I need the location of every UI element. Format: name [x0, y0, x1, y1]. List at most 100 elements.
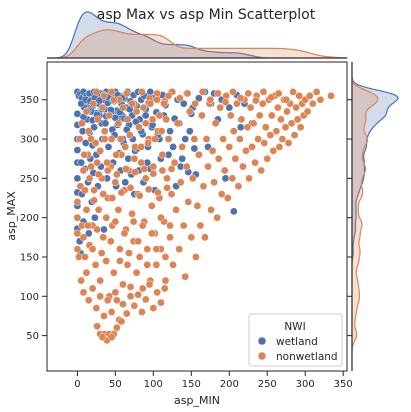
- right-kde-nonwetland: [351, 62, 379, 371]
- point-nonwetland-63: [164, 135, 173, 143]
- point-nonwetland-66: [169, 261, 177, 269]
- point-nonwetland-127: [261, 123, 270, 132]
- point-nonwetland-68: [172, 205, 180, 214]
- point-nonwetland-269: [120, 229, 129, 238]
- point-wetland-98: [81, 139, 90, 147]
- point-nonwetland-194: [103, 296, 112, 305]
- point-nonwetland-273: [138, 221, 147, 230]
- point-nonwetland-259: [164, 91, 173, 100]
- point-nonwetland-179: [236, 94, 245, 102]
- point-nonwetland-161: [100, 91, 108, 100]
- point-nonwetland-296: [154, 188, 162, 197]
- point-nonwetland-137: [277, 115, 285, 124]
- point-nonwetland-200: [126, 283, 135, 291]
- point-nonwetland-39: [128, 209, 136, 218]
- point-nonwetland-22: [102, 257, 111, 265]
- point-nonwetland-176: [214, 89, 222, 98]
- point-nonwetland-103: [225, 143, 234, 151]
- point-nonwetland-78: [187, 233, 196, 242]
- point-nonwetland-33: [119, 280, 127, 289]
- point-nonwetland-187: [79, 288, 88, 297]
- point-nonwetland-189: [84, 296, 93, 305]
- point-nonwetland-248: [139, 103, 148, 112]
- point-nonwetland-102: [223, 194, 232, 202]
- point-nonwetland-46: [138, 284, 147, 293]
- point-nonwetland-278: [161, 253, 170, 261]
- point-nonwetland-29: [113, 296, 121, 305]
- point-nonwetland-91: [207, 205, 215, 214]
- point-nonwetland-225: [87, 162, 95, 171]
- point-nonwetland-249: [141, 119, 150, 128]
- point-nonwetland-171: [176, 94, 184, 102]
- point-nonwetland-85: [198, 111, 206, 120]
- point-nonwetland-148: [293, 115, 302, 124]
- point-nonwetland-21: [100, 135, 109, 143]
- point-nonwetland-112: [239, 162, 247, 171]
- point-nonwetland-111: [237, 115, 246, 124]
- point-wetland-92: [77, 158, 86, 167]
- point-nonwetland-281: [85, 174, 94, 183]
- point-nonwetland-243: [128, 99, 136, 108]
- point-wetland-75: [230, 207, 238, 216]
- point-nonwetland-183: [267, 93, 275, 102]
- point-nonwetland-166: [138, 88, 146, 96]
- point-nonwetland-293: [140, 165, 149, 173]
- point-nonwetland-96: [214, 154, 223, 163]
- x-tick-label-350: 350: [334, 379, 353, 390]
- point-nonwetland-235: [110, 95, 118, 104]
- point-nonwetland-253: [151, 135, 159, 143]
- point-nonwetland-246: [135, 123, 143, 132]
- point-nonwetland-289: [122, 165, 130, 173]
- point-wetland-73: [221, 174, 230, 183]
- point-nonwetland-105: [228, 174, 237, 183]
- point-nonwetland-181: [252, 96, 260, 105]
- top-kde-nonwetland: [47, 29, 348, 59]
- point-nonwetland-44: [135, 253, 144, 261]
- point-nonwetland-237: [114, 119, 123, 128]
- point-nonwetland-209: [160, 284, 169, 293]
- point-nonwetland-53: [149, 162, 158, 171]
- point-wetland-65: [195, 94, 203, 102]
- point-nonwetland-279: [166, 221, 174, 230]
- y-tick-label-150: 150: [20, 252, 39, 263]
- x-tick-label-100: 100: [144, 379, 163, 390]
- point-nonwetland-271: [129, 217, 138, 226]
- point-nonwetland-117: [246, 103, 255, 112]
- point-nonwetland-157: [312, 88, 321, 96]
- point-nonwetland-126: [260, 139, 269, 147]
- y-tick-label-200: 200: [20, 213, 39, 224]
- point-nonwetland-236: [112, 150, 120, 159]
- point-nonwetland-150: [296, 123, 305, 132]
- point-wetland-110: [91, 213, 99, 222]
- point-nonwetland-147: [292, 103, 300, 112]
- point-nonwetland-188: [82, 268, 91, 277]
- point-nonwetland-275: [147, 229, 156, 238]
- point-nonwetland-100: [220, 166, 229, 175]
- point-nonwetland-226: [89, 99, 98, 108]
- point-nonwetland-241: [123, 115, 132, 124]
- point-nonwetland-196: [111, 288, 120, 297]
- point-nonwetland-130: [266, 131, 275, 139]
- point-nonwetland-242: [125, 131, 134, 139]
- point-nonwetland-62: [163, 174, 171, 183]
- point-nonwetland-245: [132, 107, 141, 116]
- point-nonwetland-257: [160, 99, 168, 108]
- point-nonwetland-16: [93, 158, 101, 167]
- point-nonwetland-233: [105, 111, 114, 120]
- point-nonwetland-216: [107, 333, 116, 342]
- point-nonwetland-75: [182, 162, 191, 171]
- point-nonwetland-69: [173, 119, 182, 128]
- point-nonwetland-238: [116, 135, 125, 143]
- point-nonwetland-182: [259, 88, 268, 96]
- point-nonwetland-252: [148, 115, 157, 124]
- point-nonwetland-266: [106, 237, 115, 246]
- point-nonwetland-268: [116, 257, 124, 265]
- x-axis-label: asp_MIN: [174, 394, 220, 407]
- points-layer: [73, 88, 335, 345]
- point-nonwetland-134: [272, 127, 281, 136]
- point-wetland-151: [166, 127, 174, 136]
- point-nonwetland-204: [141, 295, 150, 304]
- x-tick-label-0: 0: [74, 379, 80, 390]
- point-nonwetland-267: [111, 217, 120, 226]
- point-nonwetland-285: [103, 166, 112, 175]
